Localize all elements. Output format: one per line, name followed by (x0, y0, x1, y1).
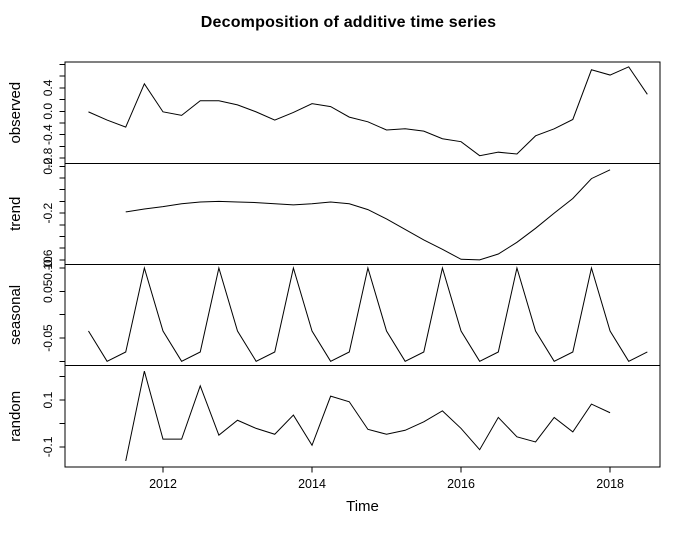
y-tick-label-trend: -0.6 (41, 249, 55, 270)
x-tick-label: 2014 (298, 477, 326, 491)
series-line-seasonal (88, 266, 648, 362)
series-line-random (125, 370, 611, 462)
panel-label-observed: observed (7, 82, 24, 144)
panel-border-random (64, 365, 661, 468)
series-line-observed (88, 66, 648, 157)
x-tick-label: 2016 (447, 477, 475, 491)
y-tick-label-trend: 0.2 (41, 158, 55, 175)
panel-border-observed (64, 61, 661, 164)
panel-label-seasonal: seasonal (7, 285, 24, 345)
panel-label-random: random (7, 391, 24, 442)
series-line-trend (125, 169, 611, 261)
panel-border-seasonal (64, 263, 661, 366)
y-tick-label-random: 0.1 (41, 391, 55, 408)
panel-label-trend: trend (7, 197, 24, 231)
y-tick-label-observed: -0.4 (41, 124, 55, 145)
y-tick-label-random: -0.1 (41, 436, 55, 457)
y-tick-label-seasonal: 0.10 (41, 256, 55, 280)
y-tick-label-observed: 0.4 (41, 79, 55, 96)
x-tick-label: 2012 (149, 477, 177, 491)
y-tick-label-trend: -0.2 (41, 202, 55, 223)
panel-border-trend (64, 162, 661, 265)
y-tick-label-observed: 0.0 (41, 103, 55, 120)
y-tick-label-seasonal: 0.05 (41, 279, 55, 303)
x-axis-title: Time (346, 498, 379, 515)
x-tick-label: 2018 (596, 477, 624, 491)
y-tick-label-observed: -0.8 (41, 147, 55, 168)
chart-title: Decomposition of additive time series (200, 14, 497, 31)
y-tick-label-seasonal: -0.05 (41, 324, 55, 352)
